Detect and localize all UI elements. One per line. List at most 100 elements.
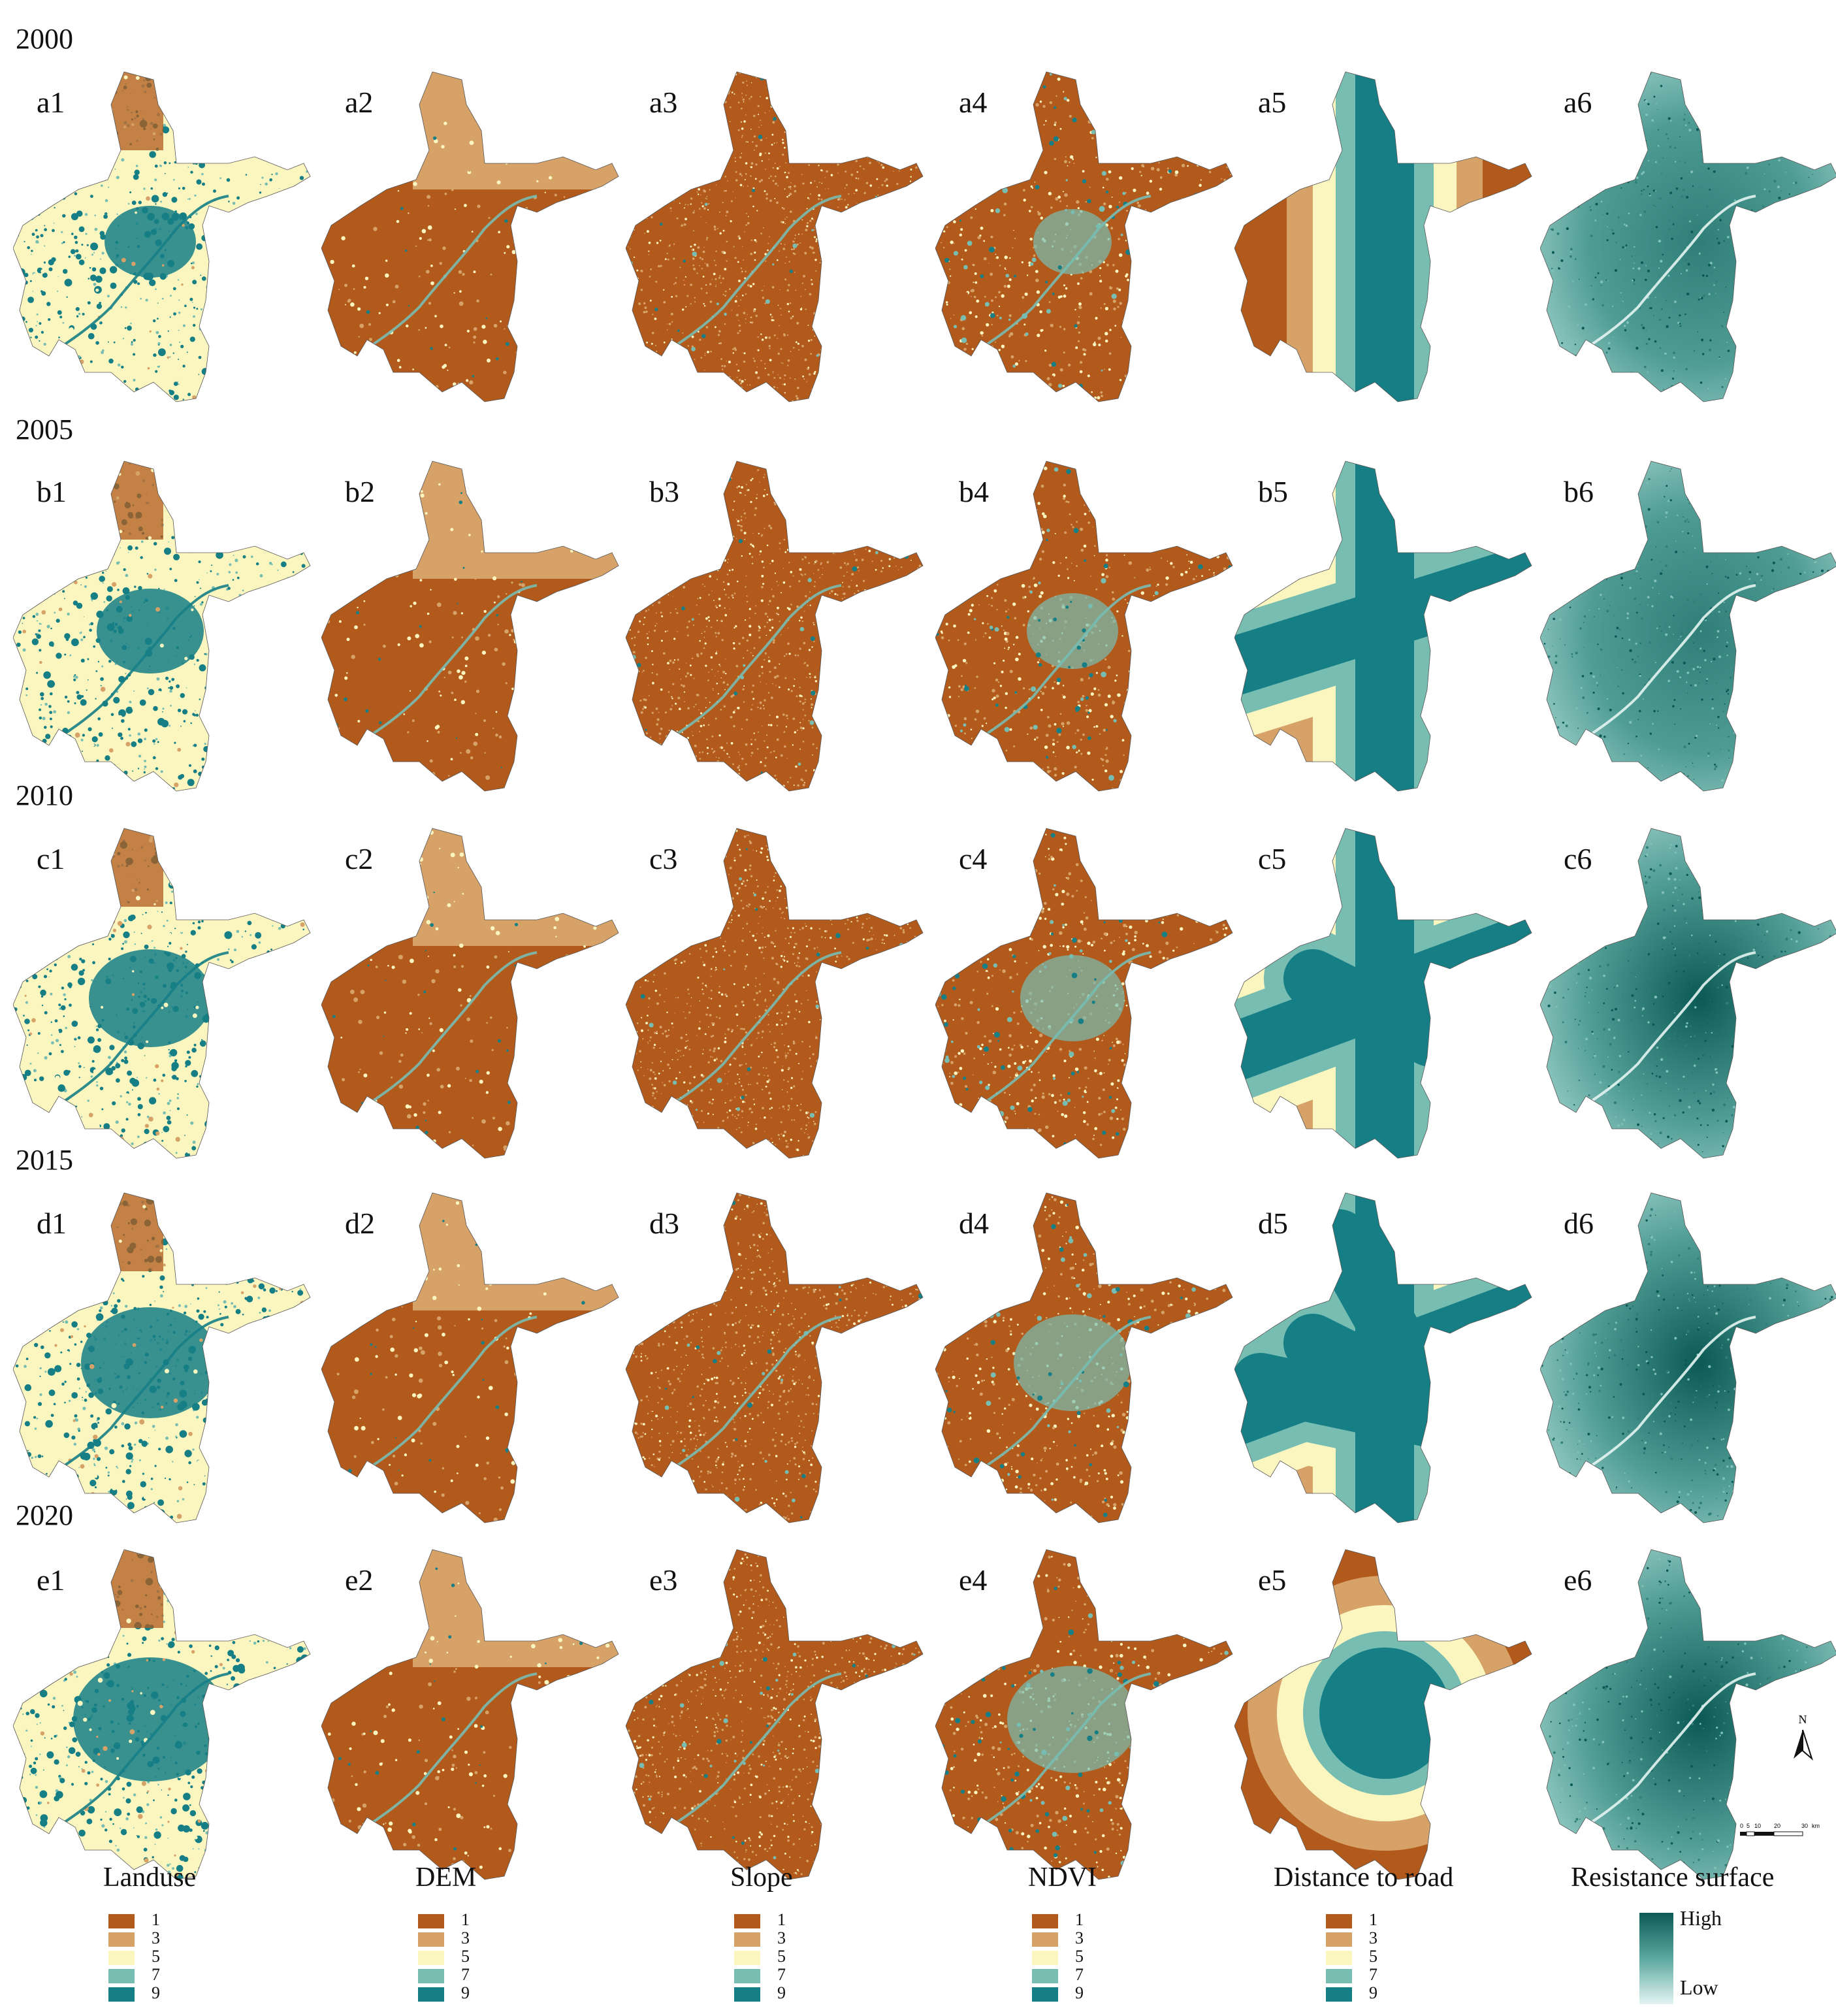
scale-tick-label: 20 [1774, 1823, 1780, 1829]
panel-label: e2 [345, 1565, 373, 1595]
map-panel-a6 [1540, 65, 1836, 405]
map-panel-e2 [321, 1543, 628, 1883]
legend-value: 9 [152, 1983, 160, 2003]
legend-swatch [734, 1914, 760, 1928]
panel-label: c1 [37, 844, 65, 874]
panel-label: b1 [37, 477, 67, 507]
year-label: 2010 [16, 781, 73, 810]
scale-tick-label: 5 [1747, 1823, 1750, 1829]
map-panel-a1 [13, 65, 320, 405]
scale-tick-label: 10 [1754, 1823, 1761, 1829]
legend-swatch [734, 1951, 760, 1965]
map-panel-b4 [935, 455, 1242, 794]
panel-label: a2 [345, 88, 373, 118]
panel-label: c2 [345, 844, 373, 874]
legend-value: 7 [777, 1965, 786, 1985]
legend-swatch [418, 1987, 444, 2002]
panel-label: a3 [649, 88, 677, 118]
map-panel-b1 [13, 455, 320, 794]
panel-label: a4 [959, 88, 987, 118]
legend-title: Resistance surface [1571, 1862, 1774, 1893]
panel-label: d2 [345, 1209, 375, 1239]
legend-value: 5 [777, 1947, 786, 1966]
map-panel-b6 [1540, 455, 1836, 794]
map-panel-a5 [1234, 65, 1541, 405]
map-panel-e5 [1234, 1543, 1541, 1883]
legend-value: 7 [152, 1965, 160, 1985]
map-panel-d1 [13, 1186, 320, 1526]
map-panel-b3 [626, 455, 933, 794]
panel-label: e4 [959, 1565, 987, 1595]
legend-swatch [418, 1951, 444, 1965]
map-panel-c6 [1540, 822, 1836, 1162]
map-panel-a3 [626, 65, 933, 405]
panel-label: d5 [1258, 1209, 1288, 1239]
panel-label: e3 [649, 1565, 677, 1595]
map-panel-b5 [1234, 455, 1541, 794]
legend-swatch [418, 1969, 444, 1983]
legend-title: Landuse [103, 1862, 196, 1893]
legend-value: 5 [461, 1947, 470, 1966]
panel-label: d4 [959, 1209, 989, 1239]
panel-label: b5 [1258, 477, 1288, 507]
legend-value: 9 [777, 1983, 786, 2003]
legend-title: DEM [415, 1862, 476, 1893]
legend-value: 7 [1075, 1965, 1084, 1985]
legend-swatch [734, 1932, 760, 1947]
legend-swatch [108, 1914, 135, 1928]
legend-title: Distance to road [1274, 1862, 1453, 1893]
legend-title: NDVI [1028, 1862, 1097, 1893]
legend-value: 9 [1369, 1983, 1377, 2003]
legend-swatch [1032, 1932, 1058, 1947]
map-panel-a2 [321, 65, 628, 405]
panel-label: c5 [1258, 844, 1286, 874]
legend-swatch [1326, 1951, 1352, 1965]
legend-value: 1 [777, 1910, 786, 1930]
panel-label: a5 [1258, 88, 1286, 118]
panel-label: b6 [1564, 477, 1594, 507]
panel-label: d3 [649, 1209, 679, 1239]
year-label: 2005 [16, 415, 73, 444]
panel-label: c3 [649, 844, 677, 874]
ramp-high-label: High [1680, 1906, 1722, 1930]
map-panel-e1 [13, 1543, 320, 1883]
legend-value: 9 [461, 1983, 470, 2003]
ramp-low-label: Low [1680, 1975, 1718, 2000]
legend-swatch [108, 1932, 135, 1947]
legend-value: 3 [1369, 1928, 1377, 1948]
map-panel-e6 [1540, 1543, 1836, 1883]
legend-value: 7 [1369, 1965, 1377, 1985]
panel-label: c4 [959, 844, 987, 874]
year-label: 2000 [16, 25, 73, 54]
panel-label: e1 [37, 1565, 65, 1595]
resistance-color-ramp [1639, 1913, 1673, 2004]
legend-value: 1 [152, 1910, 160, 1930]
panel-label: e5 [1258, 1565, 1286, 1595]
map-panel-d4 [935, 1186, 1242, 1526]
map-panel-e4 [935, 1543, 1242, 1883]
panel-label: b4 [959, 477, 989, 507]
panel-label: b3 [649, 477, 679, 507]
map-panel-d6 [1540, 1186, 1836, 1526]
legend-value: 3 [777, 1928, 786, 1948]
legend-swatch [734, 1987, 760, 2002]
scale-bar: 0 5 10 20 30 km [1737, 1820, 1835, 1846]
scale-unit: km [1812, 1823, 1820, 1829]
map-panel-c4 [935, 822, 1242, 1162]
map-panel-c5 [1234, 822, 1541, 1162]
year-label: 2020 [16, 1501, 73, 1530]
legend-value: 1 [461, 1910, 470, 1930]
panel-label: a1 [37, 88, 65, 118]
legend-swatch [734, 1969, 760, 1983]
year-label: 2015 [16, 1146, 73, 1175]
legend-value: 5 [1075, 1947, 1084, 1966]
legend-value: 9 [1075, 1983, 1084, 2003]
map-panel-e3 [626, 1543, 933, 1883]
map-panel-c3 [626, 822, 933, 1162]
legend-value: 5 [1369, 1947, 1377, 1966]
map-panel-d3 [626, 1186, 933, 1526]
legend-swatch [1032, 1951, 1058, 1965]
legend-value: 5 [152, 1947, 160, 1966]
map-panel-d2 [321, 1186, 628, 1526]
map-panel-b2 [321, 455, 628, 794]
